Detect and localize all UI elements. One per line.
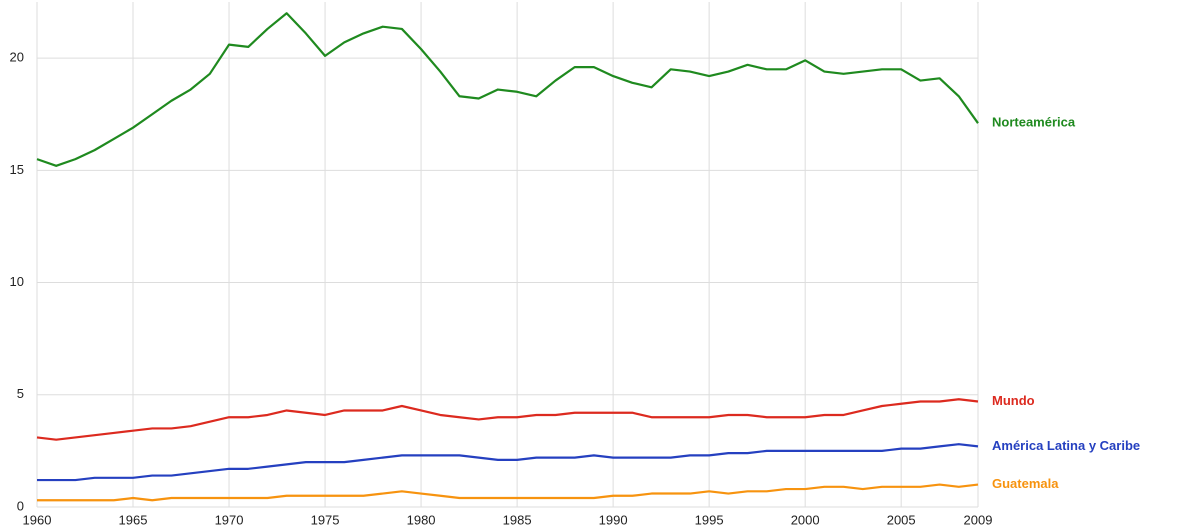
y-tick-label: 15	[10, 162, 24, 177]
series-line	[36, 12, 979, 167]
x-tick-label: 1960	[23, 512, 52, 527]
x-tick-label: 1985	[503, 512, 532, 527]
x-tick-label: 2000	[791, 512, 820, 527]
y-tick-label: 5	[17, 386, 24, 401]
x-tick-label: 2009	[964, 512, 993, 527]
series-label: Guatemala	[992, 476, 1059, 491]
series-line	[37, 483, 979, 502]
x-tick-label: 1970	[215, 512, 244, 527]
y-tick-label: 10	[10, 274, 24, 289]
series-label: Norteamérica	[992, 115, 1076, 130]
y-tick-label: 20	[10, 50, 24, 65]
series-label: América Latina y Caribe	[992, 438, 1140, 453]
x-tick-label: 2005	[887, 512, 916, 527]
y-tick-label: 0	[17, 498, 24, 513]
x-tick-label: 1990	[599, 512, 628, 527]
x-tick-label: 1995	[695, 512, 724, 527]
x-tick-label: 1975	[311, 512, 340, 527]
series-line	[36, 398, 979, 441]
x-tick-label: 1980	[407, 512, 436, 527]
series-line	[37, 443, 979, 482]
x-tick-label: 1965	[119, 512, 148, 527]
series-label: Mundo	[992, 393, 1035, 408]
